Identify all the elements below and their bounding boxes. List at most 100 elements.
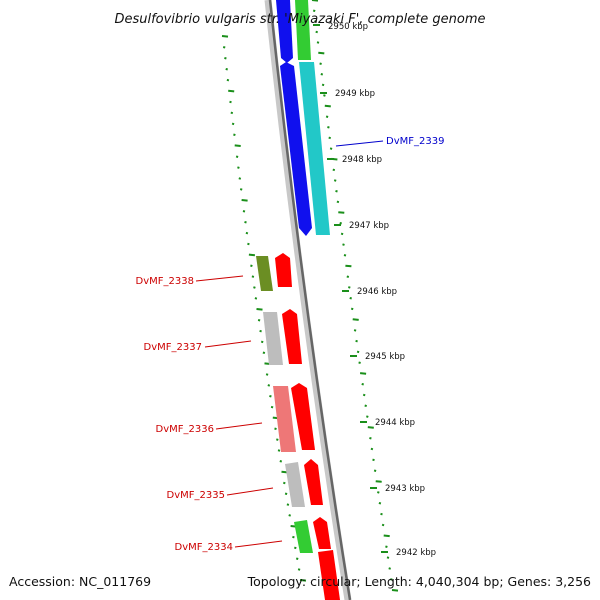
ring-dot bbox=[292, 535, 295, 539]
gene-olive[interactable] bbox=[256, 256, 273, 291]
kbp-label: 2943 kbp bbox=[385, 484, 425, 494]
ring-dot bbox=[386, 556, 390, 559]
ring-dot bbox=[270, 405, 274, 409]
ring-dot bbox=[297, 568, 301, 571]
gene-red-4[interactable] bbox=[304, 459, 323, 505]
ring-dot bbox=[299, 579, 307, 582]
gene-label-text[interactable]: DvMF_2334 bbox=[175, 542, 233, 553]
ring-dot bbox=[314, 20, 317, 23]
kbp-tick: 2942 kbp bbox=[381, 548, 436, 558]
ring-dot bbox=[286, 503, 290, 506]
ring-dot bbox=[245, 231, 249, 235]
gene-label-dvmf-2335[interactable]: DvMF_2335 bbox=[167, 487, 274, 501]
ring-dot bbox=[222, 46, 226, 49]
gene-label-text[interactable]: DvMF_2339 bbox=[386, 136, 444, 147]
ring-dot bbox=[327, 126, 330, 129]
kbp-scale: 2950 kbp 2949 kbp 2948 kbp 2947 kbp 2946… bbox=[313, 22, 436, 558]
kbp-tick: 2947 kbp bbox=[334, 221, 389, 231]
ring-dot bbox=[259, 329, 262, 333]
gene-label-dvmf-2338[interactable]: DvMF_2338 bbox=[136, 275, 244, 287]
ring-dot bbox=[254, 297, 258, 300]
gene-red-bottom[interactable] bbox=[318, 550, 340, 600]
ring-dot bbox=[320, 73, 324, 76]
gene-label-text[interactable]: DvMF_2338 bbox=[136, 276, 194, 287]
ring-dot bbox=[283, 481, 286, 485]
gene-green-top[interactable] bbox=[295, 0, 311, 60]
kbp-tick: 2946 kbp bbox=[342, 287, 397, 297]
ring-dot bbox=[339, 221, 342, 225]
ring-dot bbox=[279, 460, 283, 463]
gene-green-2[interactable] bbox=[294, 520, 313, 553]
gene-group-upper bbox=[276, 0, 330, 236]
ring-dot bbox=[360, 372, 367, 375]
ring-dot bbox=[267, 384, 271, 387]
ring-dot bbox=[315, 30, 318, 34]
ring-dot bbox=[361, 382, 364, 386]
gene-label-text[interactable]: DvMF_2335 bbox=[167, 490, 225, 501]
ring-dot bbox=[265, 373, 269, 376]
ring-dot bbox=[350, 307, 354, 311]
ring-dot bbox=[233, 133, 236, 137]
ring-dot bbox=[221, 35, 229, 38]
gene-grey-1[interactable] bbox=[263, 312, 283, 365]
ring-dot bbox=[288, 514, 291, 517]
ring-dot bbox=[329, 147, 333, 150]
ring-dot bbox=[323, 94, 326, 97]
ring-dot bbox=[343, 254, 347, 257]
gene-pink[interactable] bbox=[273, 386, 296, 452]
outer-dotted-ring bbox=[311, 0, 399, 592]
gene-label-dvmf-2334[interactable]: DvMF_2334 bbox=[175, 540, 283, 553]
ring-dot bbox=[332, 168, 336, 172]
gene-red-5[interactable] bbox=[313, 517, 331, 549]
gene-label-dvmf-2339[interactable]: DvMF_2339 bbox=[335, 136, 444, 147]
gene-cyan-long[interactable] bbox=[299, 62, 330, 235]
kbp-tick: 2943 kbp bbox=[370, 484, 425, 494]
genome-backbone-edge bbox=[268, 0, 352, 600]
ring-dot bbox=[295, 557, 299, 560]
ring-dot bbox=[377, 491, 380, 494]
ring-dot bbox=[352, 318, 359, 321]
gene-label-dvmf-2336[interactable]: DvMF_2336 bbox=[156, 422, 263, 435]
ring-dot bbox=[318, 51, 325, 55]
ring-dot bbox=[325, 115, 329, 118]
ring-dot bbox=[256, 308, 263, 311]
gene-red-3[interactable] bbox=[291, 383, 315, 450]
ring-dot bbox=[257, 318, 261, 322]
gene-label-text[interactable]: DvMF_2336 bbox=[156, 424, 214, 435]
ring-dot bbox=[362, 393, 366, 397]
kbp-label: 2946 kbp bbox=[357, 287, 397, 297]
gene-red-1[interactable] bbox=[275, 253, 292, 287]
ring-dot bbox=[247, 242, 250, 246]
ring-dot bbox=[230, 111, 234, 115]
ring-dot bbox=[342, 243, 345, 246]
ring-dot bbox=[355, 339, 358, 343]
gene-grey-2[interactable] bbox=[285, 462, 305, 507]
kbp-label: 2949 kbp bbox=[335, 89, 375, 99]
ring-dot bbox=[356, 350, 360, 354]
gene-red-2[interactable] bbox=[282, 309, 302, 364]
gene-label-dvmf-2337[interactable]: DvMF_2337 bbox=[144, 340, 252, 353]
kbp-label: 2945 kbp bbox=[365, 352, 405, 362]
accession-text: Accession: NC_011769 bbox=[9, 574, 151, 589]
ring-dot bbox=[324, 104, 331, 108]
ring-dot bbox=[340, 232, 344, 236]
ring-dot bbox=[228, 89, 235, 93]
ring-dot bbox=[333, 179, 337, 182]
ring-dot bbox=[312, 9, 316, 13]
map-title: Desulfovibrio vulgaris str. 'Miyazaki F'… bbox=[114, 12, 485, 27]
ring-dot bbox=[345, 264, 352, 268]
ring-dot bbox=[328, 136, 331, 140]
gene-blue-top[interactable] bbox=[276, 0, 293, 63]
gene-label-text[interactable]: DvMF_2337 bbox=[144, 342, 202, 353]
ring-dot bbox=[336, 200, 340, 204]
ring-dot bbox=[321, 83, 325, 87]
ring-dot bbox=[234, 144, 241, 147]
ring-dot bbox=[225, 67, 228, 71]
gene-group-lower bbox=[256, 253, 340, 600]
gene-blue-long[interactable] bbox=[280, 62, 312, 236]
ring-dot bbox=[244, 220, 247, 224]
kbp-tick: 2944 kbp bbox=[360, 418, 415, 428]
ring-dot bbox=[375, 480, 382, 483]
ring-dot bbox=[276, 438, 279, 441]
